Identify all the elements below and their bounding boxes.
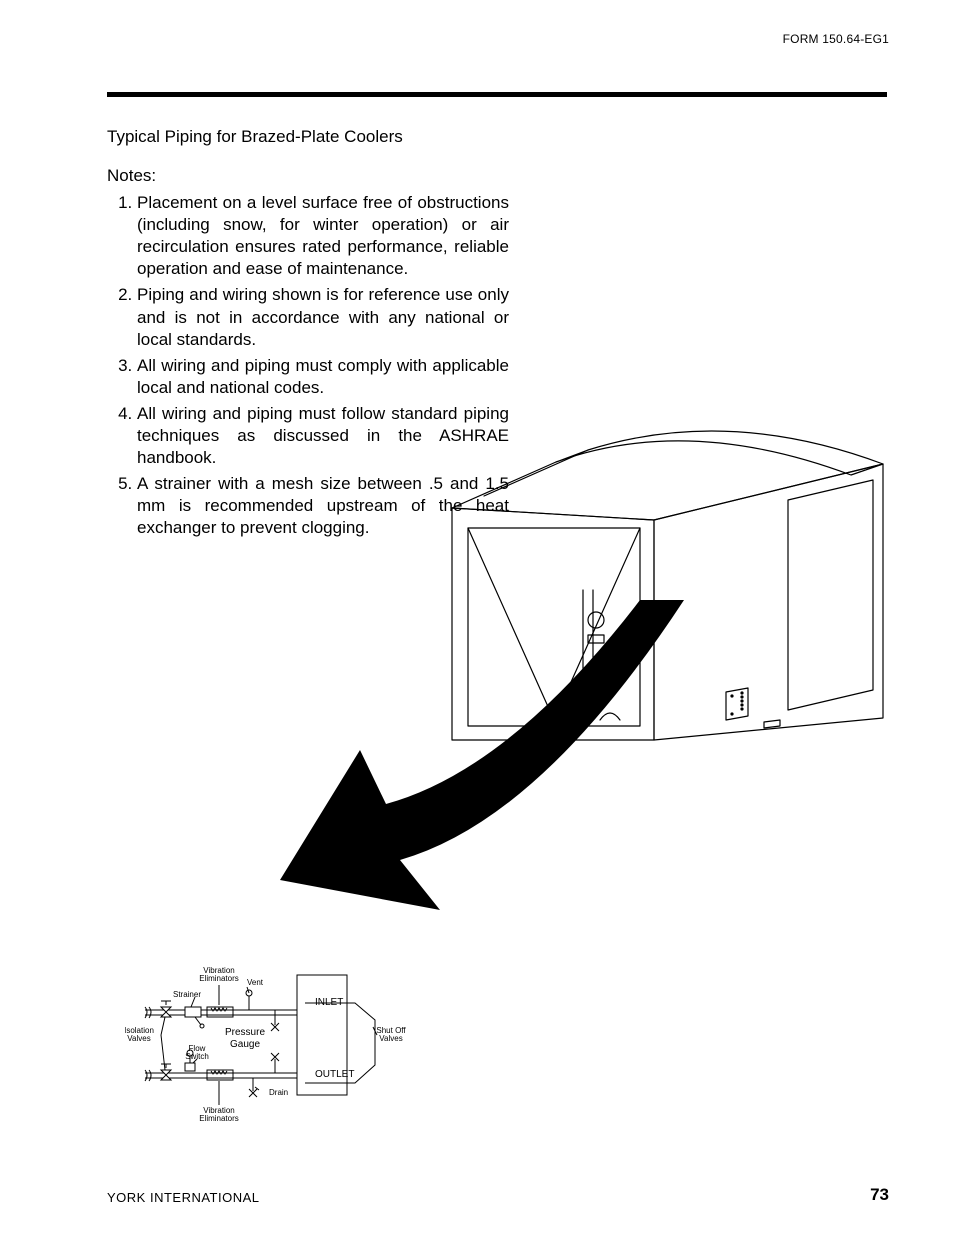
form-number: FORM 150.64-EG1 (783, 32, 889, 46)
callout-arrow (280, 600, 684, 930)
label-shutoff-valves: Shut OffValves (376, 1026, 406, 1043)
note-item: All wiring and piping must comply with a… (137, 355, 509, 399)
page-heading: Typical Piping for Brazed-Plate Coolers (107, 126, 509, 148)
label-flow-switch: FlowSwitch (185, 1044, 209, 1061)
label-inlet: INLET (315, 997, 343, 1008)
label-vent: Vent (247, 978, 264, 987)
top-rule (107, 92, 887, 97)
label-outlet: OUTLET (315, 1069, 354, 1080)
label-isolation-valves: IsolationValves (125, 1026, 154, 1043)
label-vibration-top: VibrationEliminators (199, 966, 239, 983)
note-item: Placement on a level surface free of obs… (137, 192, 509, 280)
piping-schematic: VibrationEliminators Strainer Vent INLET… (125, 955, 415, 1125)
label-pressure: Pressure (225, 1027, 265, 1038)
label-gauge: Gauge (230, 1039, 260, 1050)
footer-company: YORK INTERNATIONAL (107, 1190, 260, 1205)
page-number: 73 (870, 1185, 889, 1205)
label-strainer: Strainer (173, 990, 201, 999)
notes-label: Notes: (107, 166, 509, 186)
label-drain: Drain (269, 1088, 288, 1097)
label-vibration-bottom: VibrationEliminators (199, 1106, 239, 1123)
note-item: Piping and wiring shown is for reference… (137, 284, 509, 350)
